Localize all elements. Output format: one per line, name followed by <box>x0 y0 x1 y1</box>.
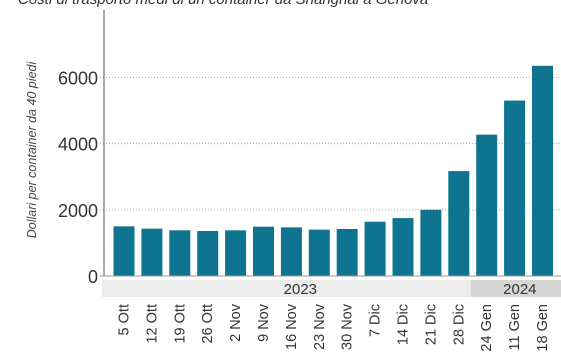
bar <box>504 100 526 276</box>
bar <box>476 134 498 276</box>
year-band <box>470 280 561 297</box>
x-tick-label: 11 Gen <box>507 304 523 351</box>
bar <box>141 228 163 276</box>
year-label: 2023 <box>284 281 317 298</box>
x-tick-label: 21 Dic <box>423 304 439 345</box>
bar <box>225 230 247 276</box>
bar <box>113 226 135 276</box>
bar <box>169 230 191 276</box>
x-tick-label: 7 Dic <box>368 304 384 337</box>
x-tick-label: 16 Nov <box>284 303 300 350</box>
x-tick-label: 18 Gen <box>535 304 551 352</box>
year-band <box>102 280 471 297</box>
x-tick-label: 5 Ott <box>117 304 133 335</box>
x-tick-label: 12 Ott <box>144 304 160 344</box>
x-tick-label: 19 Ott <box>172 304 188 344</box>
bar <box>308 229 330 276</box>
y-tick-label: 0 <box>88 267 98 287</box>
bar <box>448 171 470 276</box>
bar <box>197 230 219 276</box>
bar <box>280 227 302 276</box>
x-tick-label: 9 Nov <box>256 303 272 342</box>
x-tick-label: 14 Dic <box>396 304 412 345</box>
y-tick-label: 2000 <box>58 201 98 221</box>
bar <box>364 221 386 276</box>
x-tick-label: 26 Ott <box>200 304 216 344</box>
x-tick-label: 2 Nov <box>228 303 244 342</box>
bar <box>532 65 553 276</box>
x-tick-label: 24 Gen <box>479 304 495 352</box>
bar <box>420 209 442 276</box>
y-tick-label: 4000 <box>58 135 98 155</box>
x-tick-label: 30 Nov <box>340 303 356 350</box>
year-label: 2024 <box>503 281 536 298</box>
x-tick-label: 28 Dic <box>451 304 467 345</box>
bar <box>392 218 414 276</box>
x-tick-label: 23 Nov <box>312 303 328 350</box>
y-tick-label: 6000 <box>58 68 98 88</box>
chart-title: Costi di trasporto medi di un container … <box>18 0 428 8</box>
bar <box>336 228 358 276</box>
bar <box>253 226 274 276</box>
